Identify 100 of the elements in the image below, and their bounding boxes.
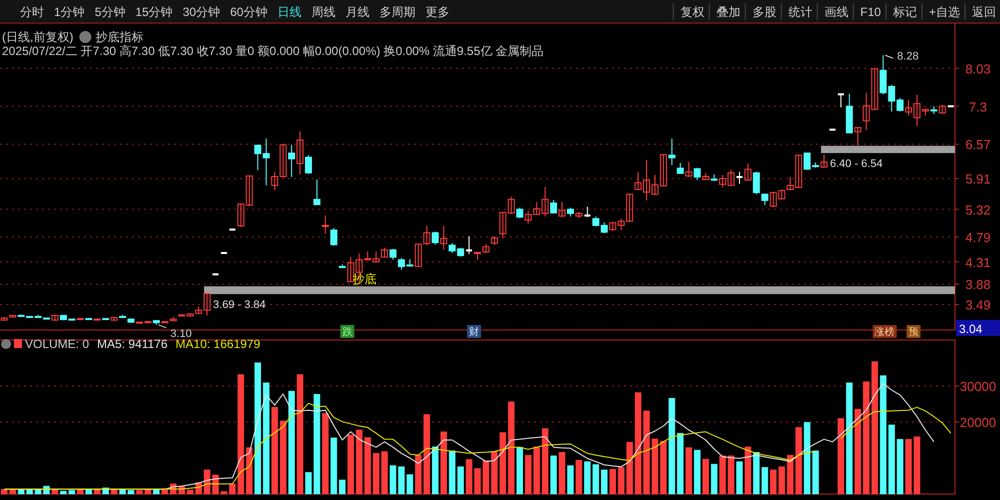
text: 统计 xyxy=(788,5,812,19)
bar xyxy=(694,450,700,494)
candlestick xyxy=(516,207,524,219)
text: 多股 xyxy=(752,5,776,19)
candlestick xyxy=(550,199,558,214)
bar xyxy=(60,490,67,494)
bar xyxy=(795,427,802,494)
text: 更多 xyxy=(425,5,450,19)
bar xyxy=(288,390,295,494)
candlestick xyxy=(752,171,760,195)
text: 分时 xyxy=(20,5,44,19)
text: 60分钟 xyxy=(230,5,268,19)
bar xyxy=(271,407,278,494)
bar xyxy=(508,402,515,494)
bar xyxy=(786,454,794,494)
candlestick xyxy=(432,231,439,246)
text: (日线,前复权) xyxy=(2,30,74,44)
bar xyxy=(762,467,768,494)
text: MA10: 1661979 xyxy=(176,337,261,351)
bar xyxy=(347,434,354,494)
legend-label: VOLUME: 0 xyxy=(25,337,90,351)
bar xyxy=(626,442,633,494)
annotation: 2025/07/22/二 开7.30 高7.30 低7.30 收7.30 量0 额0.000 幅0.00(0.00%) 换0.00% 流通9.55亿 金属制品 xyxy=(2,44,544,58)
bar xyxy=(533,446,540,494)
bar xyxy=(846,382,853,494)
candlestick xyxy=(854,126,862,146)
bar xyxy=(68,490,76,494)
bar xyxy=(330,438,338,494)
annotation: 跌 xyxy=(342,326,352,338)
text: 15分钟 xyxy=(135,5,173,19)
bar xyxy=(710,464,718,494)
y-tick-label: 4.31 xyxy=(965,254,991,270)
annotation: 预 xyxy=(908,327,919,338)
bar xyxy=(753,452,760,494)
bar xyxy=(871,361,878,494)
bar xyxy=(778,466,785,494)
bar xyxy=(339,480,346,494)
text: 1分钟 xyxy=(54,5,85,19)
text: 叠加 xyxy=(716,5,740,19)
bar xyxy=(880,375,886,494)
bar xyxy=(516,446,524,494)
candlestick xyxy=(381,247,388,258)
candlestick xyxy=(440,225,448,250)
candlestick xyxy=(296,130,304,175)
text: 复权 xyxy=(680,5,704,19)
bar xyxy=(542,428,548,494)
bar xyxy=(558,452,566,494)
annotation: 8.28 xyxy=(897,50,919,62)
bar xyxy=(280,420,286,494)
bar xyxy=(550,456,557,494)
bar xyxy=(744,446,752,494)
text: F10 xyxy=(860,5,882,19)
candlestick xyxy=(744,162,752,182)
candlestick xyxy=(288,144,296,178)
bar xyxy=(576,460,582,494)
bar xyxy=(863,381,870,494)
bar xyxy=(457,466,464,494)
text: 日线 xyxy=(277,5,302,19)
bar xyxy=(356,430,362,494)
y-tick-label: 20000 xyxy=(960,415,996,430)
candlestick xyxy=(820,154,828,168)
text: 30分钟 xyxy=(182,5,220,19)
y-tick-label: 30000 xyxy=(960,379,996,394)
bar xyxy=(432,446,438,494)
y-tick-label: 7.3 xyxy=(968,99,988,114)
candlestick xyxy=(558,201,566,218)
bar xyxy=(736,461,743,494)
bar xyxy=(584,461,591,494)
bar xyxy=(770,470,777,494)
line-series xyxy=(4,383,934,490)
bar xyxy=(592,464,600,494)
candlestick xyxy=(584,206,590,218)
y-tick-label: 8.03 xyxy=(965,61,991,76)
text: 多周期 xyxy=(379,5,416,19)
text: 画线 xyxy=(824,5,848,19)
text: 3.04 xyxy=(959,322,983,336)
bar xyxy=(524,454,532,494)
text: 5分钟 xyxy=(94,5,126,19)
candlestick xyxy=(761,193,768,206)
candlestick xyxy=(322,215,329,234)
annotation: 财 xyxy=(469,326,480,338)
bar xyxy=(702,458,709,494)
candlestick xyxy=(313,179,320,206)
annotation: 涨榜 xyxy=(874,326,895,338)
bar xyxy=(567,465,574,494)
bar xyxy=(854,408,862,494)
candlestick xyxy=(838,93,844,108)
bar xyxy=(609,468,616,494)
candlestick xyxy=(694,167,701,181)
y-tick-label: 5.91 xyxy=(965,172,991,187)
bar xyxy=(500,432,506,494)
candlestick xyxy=(304,154,312,174)
bar xyxy=(440,432,447,494)
bar xyxy=(677,432,684,494)
y-tick-label: 3.49 xyxy=(965,298,991,313)
y-tick-label: 3.88 xyxy=(965,277,991,292)
text: MA5: 941176 xyxy=(97,337,168,351)
candlestick xyxy=(466,236,472,255)
candlestick xyxy=(668,138,676,166)
candlestick xyxy=(676,162,684,174)
